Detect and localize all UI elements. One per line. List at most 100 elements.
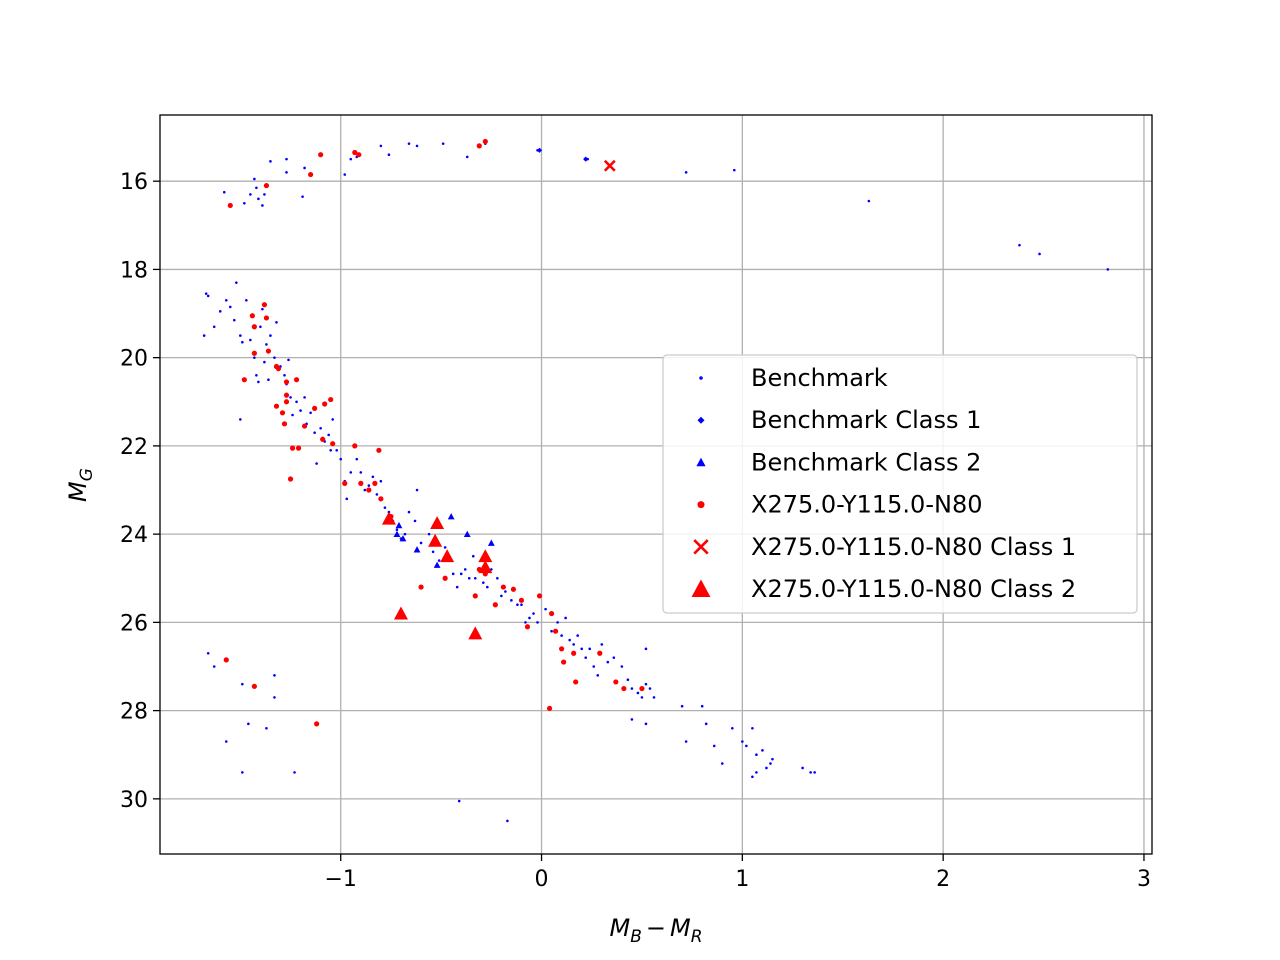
data-point [403,532,407,536]
data-point [867,199,871,203]
series-3 [223,138,645,727]
data-point [212,325,216,329]
data-point [251,324,257,330]
data-point [550,629,553,633]
data-point [413,546,421,553]
data-point [431,550,435,554]
y-tick-label: 18 [120,258,148,283]
data-point [202,334,206,337]
data-point [572,643,575,646]
legend-marker [699,376,703,380]
data-point [273,403,280,409]
data-point [524,624,531,630]
data-point [548,610,555,617]
data-point [546,705,553,712]
data-point [372,480,378,486]
data-point [447,513,455,520]
data-point [261,302,268,308]
data-point [241,377,247,383]
data-point [636,691,640,695]
data-point [441,142,445,145]
data-point [630,718,634,721]
data-point [473,576,477,580]
data-point [330,441,336,447]
legend-label: Benchmark Class 1 [751,406,981,434]
data-point [518,597,525,603]
x-tick-label: 0 [535,867,549,892]
plot-frame [159,114,1153,855]
data-point [269,334,272,337]
data-point [261,204,264,207]
data-point [379,479,383,483]
data-point [315,462,318,465]
data-point [339,457,343,461]
data-point [375,493,379,496]
data-point [249,313,255,319]
data-point [652,696,656,699]
data-point [359,471,363,474]
y-tick-label: 30 [120,788,148,813]
data-point [621,685,627,692]
data-point [366,487,372,493]
data-point [287,358,290,362]
legend: Benchmark Benchmark Class 1 Benchmark Clas… [662,354,1138,614]
data-point [232,318,236,322]
data-point [492,602,498,608]
data-point [265,343,268,346]
data-point [639,685,645,692]
data-point [251,350,257,356]
data-point [459,572,463,576]
data-point [253,356,256,359]
data-point [255,186,258,190]
data-point [600,643,604,646]
data-point [303,396,306,399]
data-point [275,366,282,372]
data-point [684,740,688,743]
data-point [283,392,290,398]
data-point [769,762,772,765]
data-point [613,679,619,685]
data-point [355,457,359,461]
data-point [279,410,286,416]
data-point [478,549,493,563]
data-point [314,721,320,727]
data-point [227,202,233,209]
data-point [255,374,258,377]
data-point [285,157,288,161]
data-point [476,143,482,149]
data-point [755,771,758,774]
legend-box [662,354,1138,614]
data-point [606,660,610,664]
data-point [259,325,262,329]
data-point [327,433,330,437]
legend-label: X275.0-Y115.0-N80 Class 1 [751,533,1076,561]
data-point [561,659,567,665]
data-point [206,651,210,655]
data-point [556,621,559,624]
data-point [704,722,708,726]
data-point [249,338,252,342]
data-point [395,528,399,532]
data-point [487,539,495,546]
data-point [257,197,260,201]
data-point [576,634,579,637]
data-point [440,549,455,563]
legend-marker [697,501,705,509]
data-point [352,443,358,449]
data-point [269,160,272,163]
series-1 [536,147,589,162]
data-point [580,647,584,651]
data-point [510,599,513,602]
data-point [536,147,543,153]
data-point [387,153,391,157]
data-point [500,594,503,598]
data-point [222,190,226,194]
data-point [343,173,347,176]
data-point [712,744,716,748]
data-point [1038,252,1041,256]
data-point [371,475,375,479]
legend-marker [697,416,705,424]
data-point [239,334,242,337]
data-point [506,819,509,823]
data-point [560,634,563,637]
